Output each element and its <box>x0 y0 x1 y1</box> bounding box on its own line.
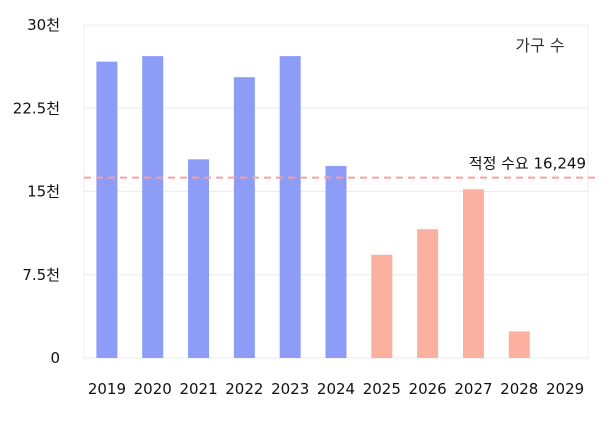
y-axis-ticks: 0 7.5천 15천 22.5천 30천 <box>13 16 60 367</box>
bar-2022 <box>233 77 255 359</box>
bar-2021 <box>188 159 210 358</box>
x-tick-label: 2020 <box>134 380 172 398</box>
legend-label: 가구 수 <box>515 36 564 55</box>
bar-2027 <box>462 189 484 358</box>
reference-line-group: 적정 수요 16,249 <box>84 155 600 179</box>
x-tick-label: 2019 <box>88 380 126 398</box>
x-tick-label: 2029 <box>546 380 584 398</box>
bar-2026 <box>417 229 439 358</box>
x-axis-ticks: 2019 2020 2021 2022 2023 2024 2025 2026 2027 2028… <box>88 380 584 398</box>
x-tick-label: 2023 <box>271 380 309 398</box>
y-tick-label: 15천 <box>27 183 60 201</box>
bar-2019 <box>96 61 118 358</box>
bar-2023 <box>279 56 301 358</box>
x-tick-label: 2026 <box>409 380 447 398</box>
x-tick-label: 2021 <box>179 380 217 398</box>
x-tick-label: 2022 <box>225 380 263 398</box>
reference-line-label: 적정 수요 16,249 <box>469 155 586 173</box>
x-tick-label: 2027 <box>454 380 492 398</box>
y-tick-label: 30천 <box>27 16 60 34</box>
x-tick-label: 2025 <box>363 380 401 398</box>
y-tick-label: 0 <box>50 349 60 367</box>
bar-2028 <box>508 331 530 358</box>
bars <box>96 56 530 359</box>
bar-2025 <box>371 254 393 358</box>
y-tick-label: 22.5천 <box>13 99 60 117</box>
bar-2024 <box>325 165 347 358</box>
y-tick-label: 7.5천 <box>22 266 60 284</box>
x-tick-label: 2024 <box>317 380 355 398</box>
x-tick-label: 2028 <box>500 380 538 398</box>
bar-2020 <box>142 56 164 358</box>
